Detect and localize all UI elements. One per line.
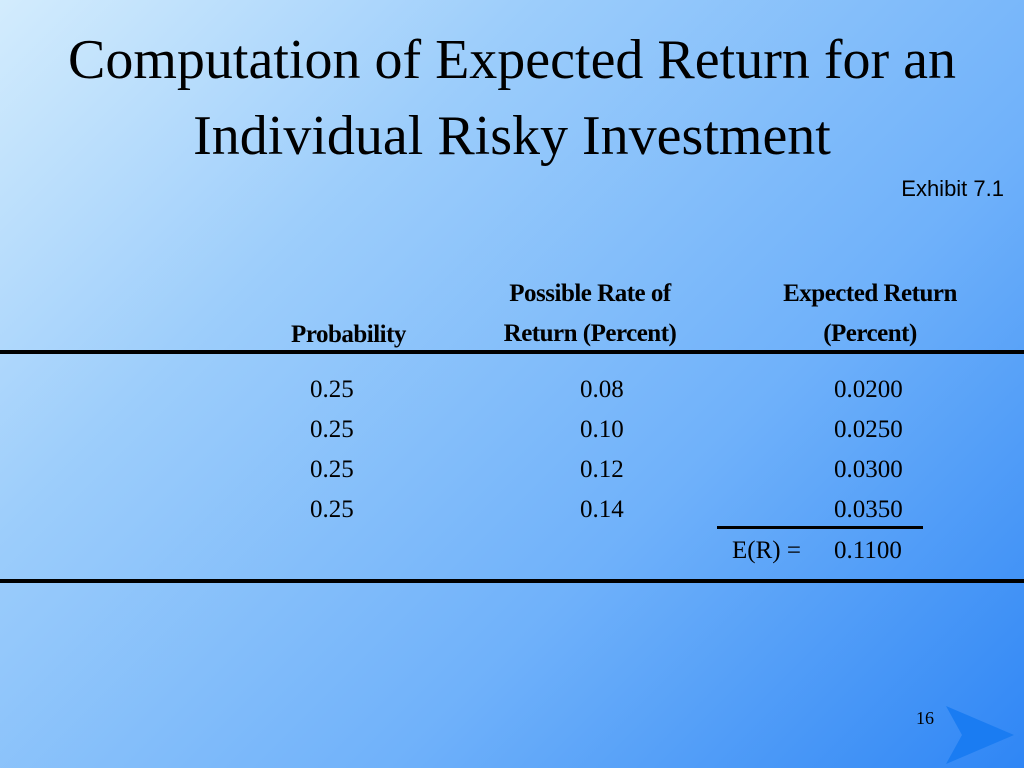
header-expected-line-1: Expected Return — [783, 280, 957, 307]
slide-title: Computation of Expected Return for an In… — [0, 22, 1024, 174]
total-label: E(R) = — [732, 537, 801, 564]
header-expected: Expected Return (Percent) — [740, 274, 1000, 354]
table-row-2-expected: 0.0250 — [834, 416, 903, 443]
next-arrow-icon[interactable] — [944, 704, 1016, 766]
table-row-1-expected: 0.0200 — [834, 376, 903, 403]
header-rate-line-1: Possible Rate of — [509, 280, 671, 307]
table-bottom-rule — [0, 579, 1024, 583]
page-number: 16 — [916, 708, 934, 728]
slide-title-line-1: Computation of Expected Return for an — [68, 29, 956, 91]
table-row-1-probability: 0.25 — [310, 376, 354, 403]
table-row-1-rate: 0.08 — [580, 376, 624, 403]
table-top-rule — [0, 350, 1024, 354]
next-arrow-shape — [946, 706, 1014, 764]
header-rate: Possible Rate of Return (Percent) — [460, 274, 720, 354]
table-row-3-rate: 0.12 — [580, 456, 624, 483]
table-row-2-probability: 0.25 — [310, 416, 354, 443]
header-rate-line-2: Return (Percent) — [503, 320, 677, 347]
table-row-4-expected: 0.0350 — [834, 496, 903, 523]
header-probability-label: Probability — [291, 321, 406, 348]
exhibit-label: Exhibit 7.1 — [901, 176, 1004, 201]
total-value: 0.1100 — [834, 537, 902, 564]
header-probability: Probability — [266, 315, 431, 355]
table-row-4-probability: 0.25 — [310, 496, 354, 523]
table-row-3-probability: 0.25 — [310, 456, 354, 483]
table-row-3-expected: 0.0300 — [834, 456, 903, 483]
sum-rule — [717, 526, 923, 529]
header-expected-line-2: (Percent) — [823, 320, 917, 347]
slide-title-line-2: Individual Risky Investment — [193, 105, 831, 167]
table-row-4-rate: 0.14 — [580, 496, 624, 523]
table-row-2-rate: 0.10 — [580, 416, 624, 443]
